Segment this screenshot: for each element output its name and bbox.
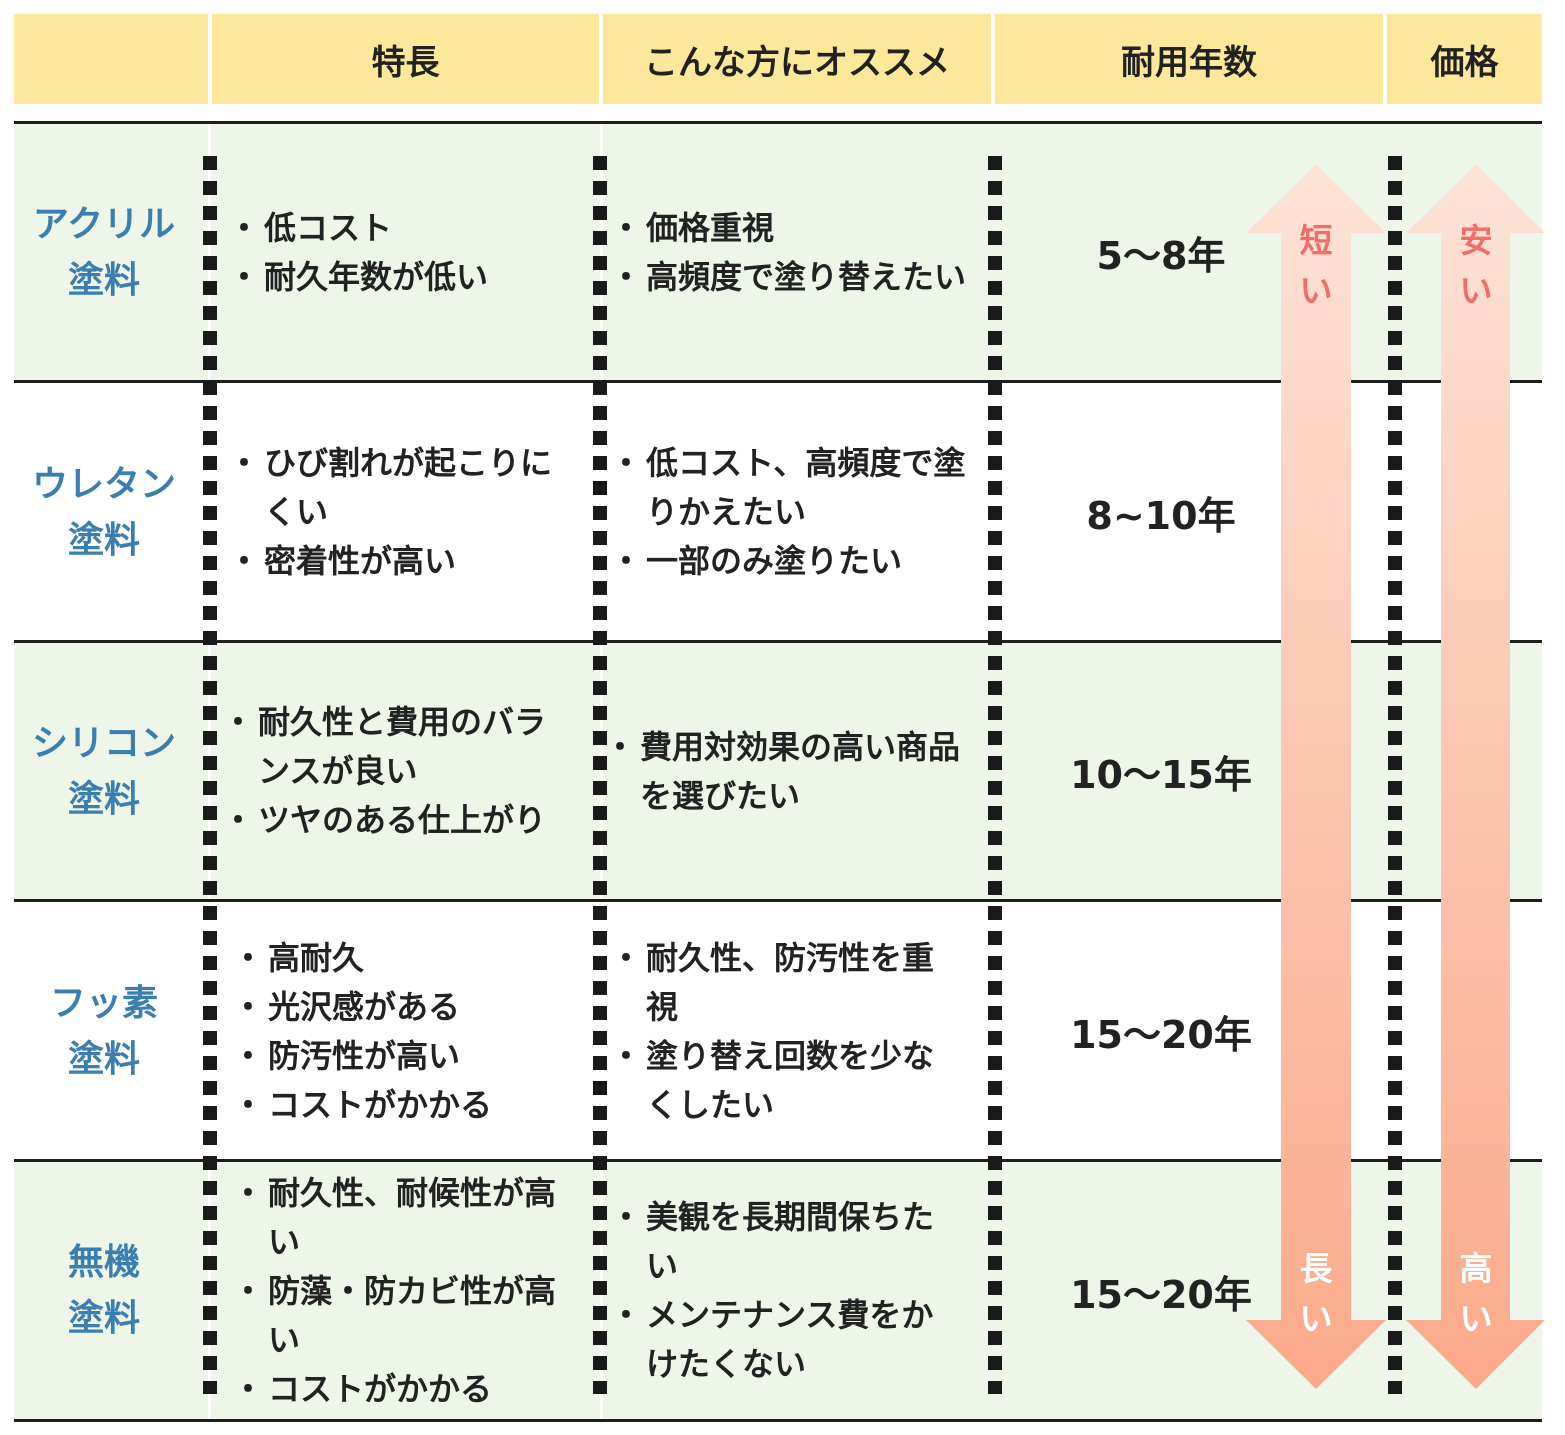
feature-item: ・耐久年数が低い [228,253,578,302]
divider [14,640,1542,643]
paint-name-line1: 無機 [67,1242,140,1283]
paint-name-inorganic: 無機 塗料 [14,1162,194,1420]
price-arrow-top-label: 安い [1459,221,1493,310]
divider [14,1159,1542,1162]
bullet: ・ [610,1198,643,1236]
feature-item: ・ツヤのある仕上がり [222,796,557,845]
feature-item: ・密着性が高い [228,537,558,586]
features-cell: ・低コスト ・耐久年数が低い [228,124,578,381]
feature-item: ・コストがかかる [232,1081,577,1130]
features-cell: ・耐久性、耐候性が高い ・防藻・防カビ性が高い ・コストがかかる [232,1162,567,1420]
bullet: ・ [610,208,643,247]
recommend-cell: ・価格重視 ・高頻度で塗り替えたい [610,124,975,381]
paint-name-acrylic: アクリル 塗料 [14,124,194,381]
recommend-item: ・一部のみ塗りたい [610,537,975,586]
dotted-separator [593,156,607,1394]
bullet: ・ [604,727,637,766]
years-arrow-top-label: 短い [1299,221,1333,310]
years-arrow-bottom-label: 長い [1299,1249,1333,1338]
features-cell: ・耐久性と費用のバランスが良い ・ツヤのある仕上がり [222,643,557,900]
dotted-separator [203,156,217,1394]
price-arrow-bottom-label: 高い [1459,1249,1493,1338]
bullet: ・ [610,542,643,580]
features-cell: ・高耐久 ・光沢感がある ・防汚性が高い ・コストがかかる [232,903,577,1160]
bullet: ・ [232,938,265,977]
header-price: 価格 [1387,14,1542,104]
header-years: 耐用年数 [995,14,1383,104]
recommend-item: ・メンテナンス費をかけたくない [610,1291,945,1389]
paint-name-line1: ウレタン [31,463,176,505]
divider [14,1419,1542,1422]
bullet: ・ [228,444,261,482]
dotted-separator [988,156,1002,1394]
bullet: ・ [222,801,255,839]
paint-name-line1: アクリル [32,203,176,245]
bullet: ・ [610,1296,643,1334]
bullet: ・ [232,1085,265,1124]
years-value: 15〜20年 [1070,1272,1252,1317]
recommend-cell: ・耐久性、防汚性を重視 ・塗り替え回数を少なくしたい [610,903,945,1160]
recommend-cell: ・美観を長期間保ちたい ・メンテナンス費をかけたくない [610,1162,945,1420]
feature-item: ・耐久性、耐候性が高い [232,1169,567,1267]
bullet: ・ [228,208,261,247]
feature-item: ・低コスト [228,204,578,253]
feature-item: ・防汚性が高い [232,1032,577,1081]
header-corner [14,14,208,104]
recommend-item: ・価格重視 [610,204,975,253]
feature-item: ・耐久性と費用のバランスが良い [222,698,557,796]
feature-item: ・光沢感がある [232,983,577,1032]
bullet: ・ [228,542,261,580]
paint-name-line2: 塗料 [67,1038,140,1080]
paint-name-fluorine: フッ素 塗料 [14,903,194,1160]
divider [14,121,1542,124]
divider [14,380,1542,383]
recommend-item: ・高頻度で塗り替えたい [610,253,975,302]
years-value: 15〜20年 [1070,1013,1252,1057]
price-double-arrow [1406,164,1545,1389]
recommend-cell: ・費用対効果の高い商品を選びたい [604,643,969,900]
feature-item: ・防藻・防カビ性が高い [232,1267,567,1365]
paint-name-line2: 塗料 [67,1298,140,1339]
years-value: 5〜8年 [1096,234,1226,278]
bullet: ・ [232,987,265,1026]
bullet: ・ [232,1173,265,1212]
feature-item: ・コストがかかる [232,1365,567,1414]
paint-name-silicone: シリコン 塗料 [14,643,194,900]
features-cell: ・ひび割れが起こりにくい ・密着性が高い [228,384,558,641]
paint-name-line1: フッ素 [49,982,158,1024]
paint-name-line2: 塗料 [67,259,140,301]
bullet: ・ [222,703,255,741]
paint-name-line1: シリコン [31,722,176,764]
bullet: ・ [232,1369,265,1408]
paint-name-urethane: ウレタン 塗料 [14,384,194,641]
recommend-item: ・塗り替え回数を少なくしたい [610,1032,945,1130]
bullet: ・ [610,1036,643,1075]
bullet: ・ [228,257,261,296]
years-value: 8~10年 [1086,494,1236,538]
feature-item: ・高耐久 [232,934,577,983]
years-value: 10〜15年 [1070,753,1252,797]
bullet: ・ [610,444,643,482]
divider [14,899,1542,902]
recommend-item: ・低コスト、高頻度で塗りかえたい [610,439,975,537]
bullet: ・ [610,938,643,977]
paint-name-line2: 塗料 [67,778,140,820]
bullet: ・ [232,1036,265,1075]
recommend-item: ・美観を長期間保ちたい [610,1193,945,1291]
recommend-item: ・耐久性、防汚性を重視 [610,934,945,1032]
dotted-separator [1388,156,1402,1394]
bullet: ・ [232,1271,265,1310]
recommend-cell: ・低コスト、高頻度で塗りかえたい ・一部のみ塗りたい [610,384,975,641]
header-features: 特長 [212,14,599,104]
bullet: ・ [610,257,643,296]
feature-item: ・ひび割れが起こりにくい [228,439,558,537]
paint-name-line2: 塗料 [67,519,140,561]
header-recommend: こんな方にオススメ [603,14,991,104]
recommend-item: ・費用対効果の高い商品を選びたい [604,723,969,821]
years-double-arrow [1246,164,1386,1389]
